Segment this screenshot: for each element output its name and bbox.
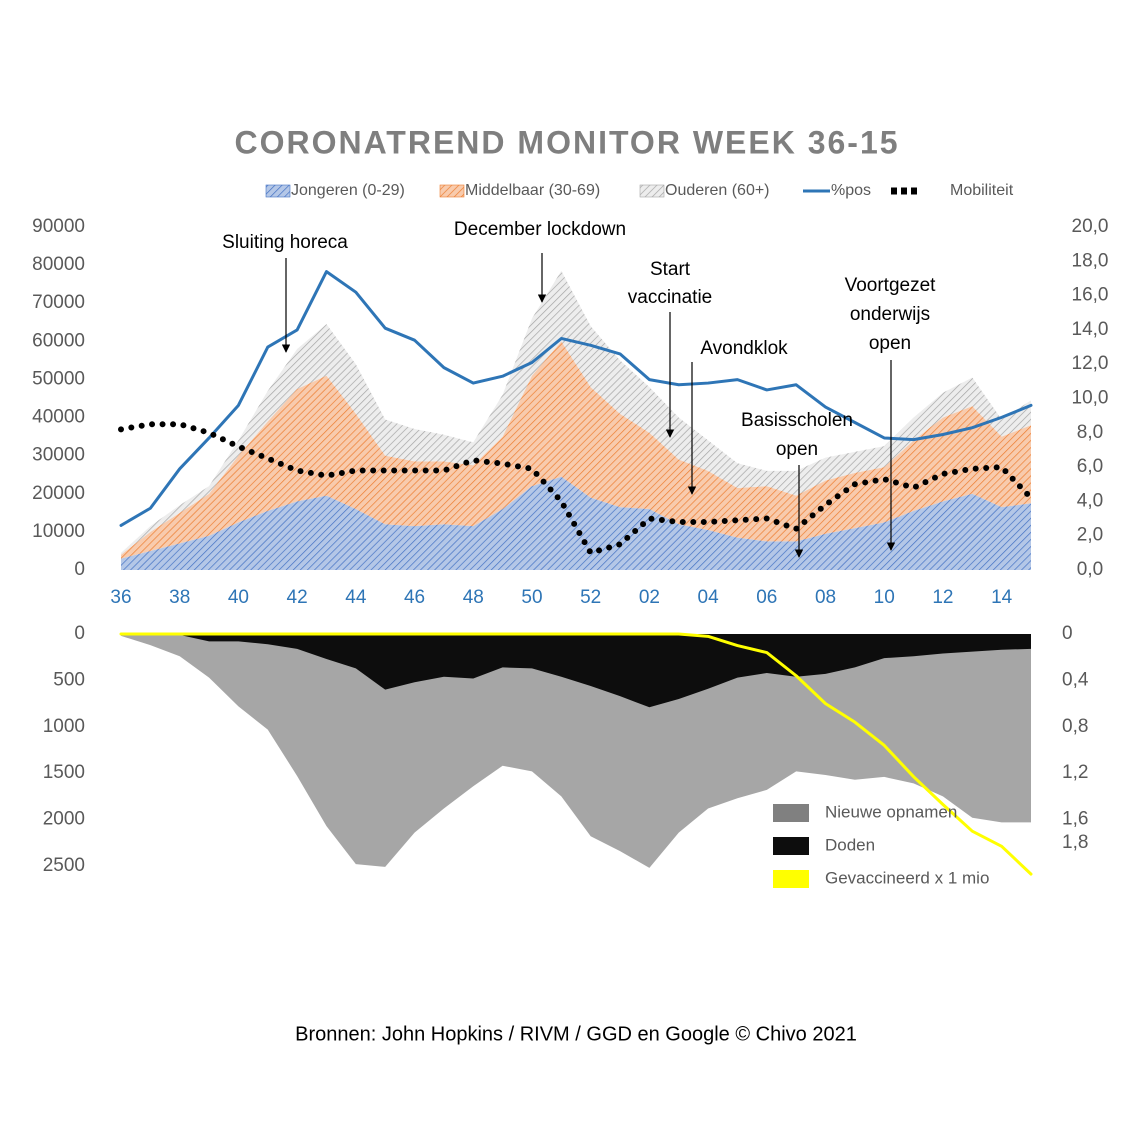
y2-tick-label: 6,0 [1077, 456, 1103, 477]
annotation: open [776, 439, 818, 460]
y-tick-label: 1500 [43, 762, 85, 783]
y2-tick-label: 12,0 [1072, 353, 1109, 374]
legend-label: %pos [831, 182, 871, 199]
legend-label: Middelbaar (30-69) [465, 182, 600, 199]
x-tick-label: 52 [580, 587, 601, 608]
legend-label: Gevaccineerd x 1 mio [825, 868, 989, 887]
x-tick-label: 50 [521, 587, 542, 608]
y-tick-label: 10000 [32, 521, 85, 542]
annotation: vaccinatie [628, 287, 713, 308]
y-tick-label: 50000 [32, 368, 85, 389]
y-tick-label: 40000 [32, 407, 85, 428]
y-tick-label: 30000 [32, 445, 85, 466]
annotation: onderwijs [850, 304, 930, 325]
x-tick-label: 02 [639, 587, 660, 608]
y-tick-label: 2000 [43, 809, 85, 830]
legend-swatch [773, 837, 809, 855]
y2-tick-label: 1,8 [1062, 832, 1088, 853]
x-tick-label: 42 [287, 587, 308, 608]
x-tick-label: 40 [228, 587, 249, 608]
chart-title: CORONATREND MONITOR WEEK 36-15 [234, 124, 899, 160]
annotation: Sluiting horeca [222, 232, 348, 253]
x-tick-label: 44 [345, 587, 367, 608]
annotation-arrows [281, 253, 896, 558]
annotation: Start [650, 259, 691, 280]
legend-swatch [639, 184, 665, 198]
line [119, 270, 1033, 527]
legend-label: Jongeren (0-29) [291, 182, 405, 199]
y-tick-label: 2500 [43, 855, 85, 876]
x-tick-label: 14 [991, 587, 1013, 608]
y2-tick-label: 8,0 [1077, 422, 1103, 443]
legend-label: Nieuwe opnamen [825, 802, 957, 821]
x-tick-label: 12 [932, 587, 953, 608]
area [121, 634, 1031, 868]
x-tick-label: 48 [463, 587, 484, 608]
y2-tick-label: 18,0 [1072, 250, 1109, 271]
legend-swatch [265, 184, 291, 198]
annotation: Avondklok [700, 338, 788, 359]
annotation: Basisscholen [741, 410, 853, 431]
y2-tick-label: 20,0 [1072, 216, 1109, 237]
source: Bronnen: John Hopkins / RIVM / GGD en Go… [295, 1023, 857, 1045]
legend-swatch [773, 804, 809, 822]
legend-swatch [773, 870, 809, 888]
annotation: Voortgezet [845, 275, 937, 296]
y2-tick-label: 14,0 [1072, 319, 1109, 340]
area [121, 341, 1031, 559]
y-tick-label: 20000 [32, 483, 85, 504]
y2-tick-label: 1,6 [1062, 809, 1088, 830]
line [119, 632, 1033, 876]
dotted-line [118, 421, 1034, 556]
area [121, 634, 1031, 708]
y2-tick-label: 1,2 [1062, 762, 1088, 783]
x-tick-label: 36 [110, 587, 131, 608]
y2-tick-label: 0 [1062, 623, 1073, 644]
legend-label: Doden [825, 835, 875, 854]
y2-tick-label: 4,0 [1077, 490, 1103, 511]
y-tick-label: 500 [53, 669, 85, 690]
y2-tick-label: 2,0 [1077, 525, 1103, 546]
x-tick-label: 06 [756, 587, 777, 608]
y2-tick-label: 16,0 [1072, 285, 1109, 306]
x-tick-label: 08 [815, 587, 836, 608]
y2-tick-label: 10,0 [1072, 388, 1109, 409]
x-tick-label: 46 [404, 587, 425, 608]
y2-tick-label: 0,0 [1077, 559, 1103, 580]
y-tick-label: 0 [74, 623, 85, 644]
y-tick-label: 90000 [32, 216, 85, 237]
y-tick-label: 80000 [32, 254, 85, 275]
x-tick-label: 10 [874, 587, 895, 608]
x-tick-label: 04 [698, 587, 720, 608]
y2-tick-label: 0,4 [1062, 669, 1089, 690]
y-tick-label: 70000 [32, 292, 85, 313]
y2-tick-label: 0,8 [1062, 716, 1088, 737]
x-tick-label: 38 [169, 587, 190, 608]
y-tick-label: 0 [74, 559, 85, 580]
area [121, 270, 1031, 555]
legend-label: Mobiliteit [950, 182, 1014, 199]
y-tick-label: 1000 [43, 716, 85, 737]
legend-label: Ouderen (60+) [665, 182, 770, 199]
legend-swatch [439, 184, 465, 198]
annotation: December lockdown [454, 219, 626, 240]
y-tick-label: 60000 [32, 330, 85, 351]
annotation: open [869, 333, 911, 354]
